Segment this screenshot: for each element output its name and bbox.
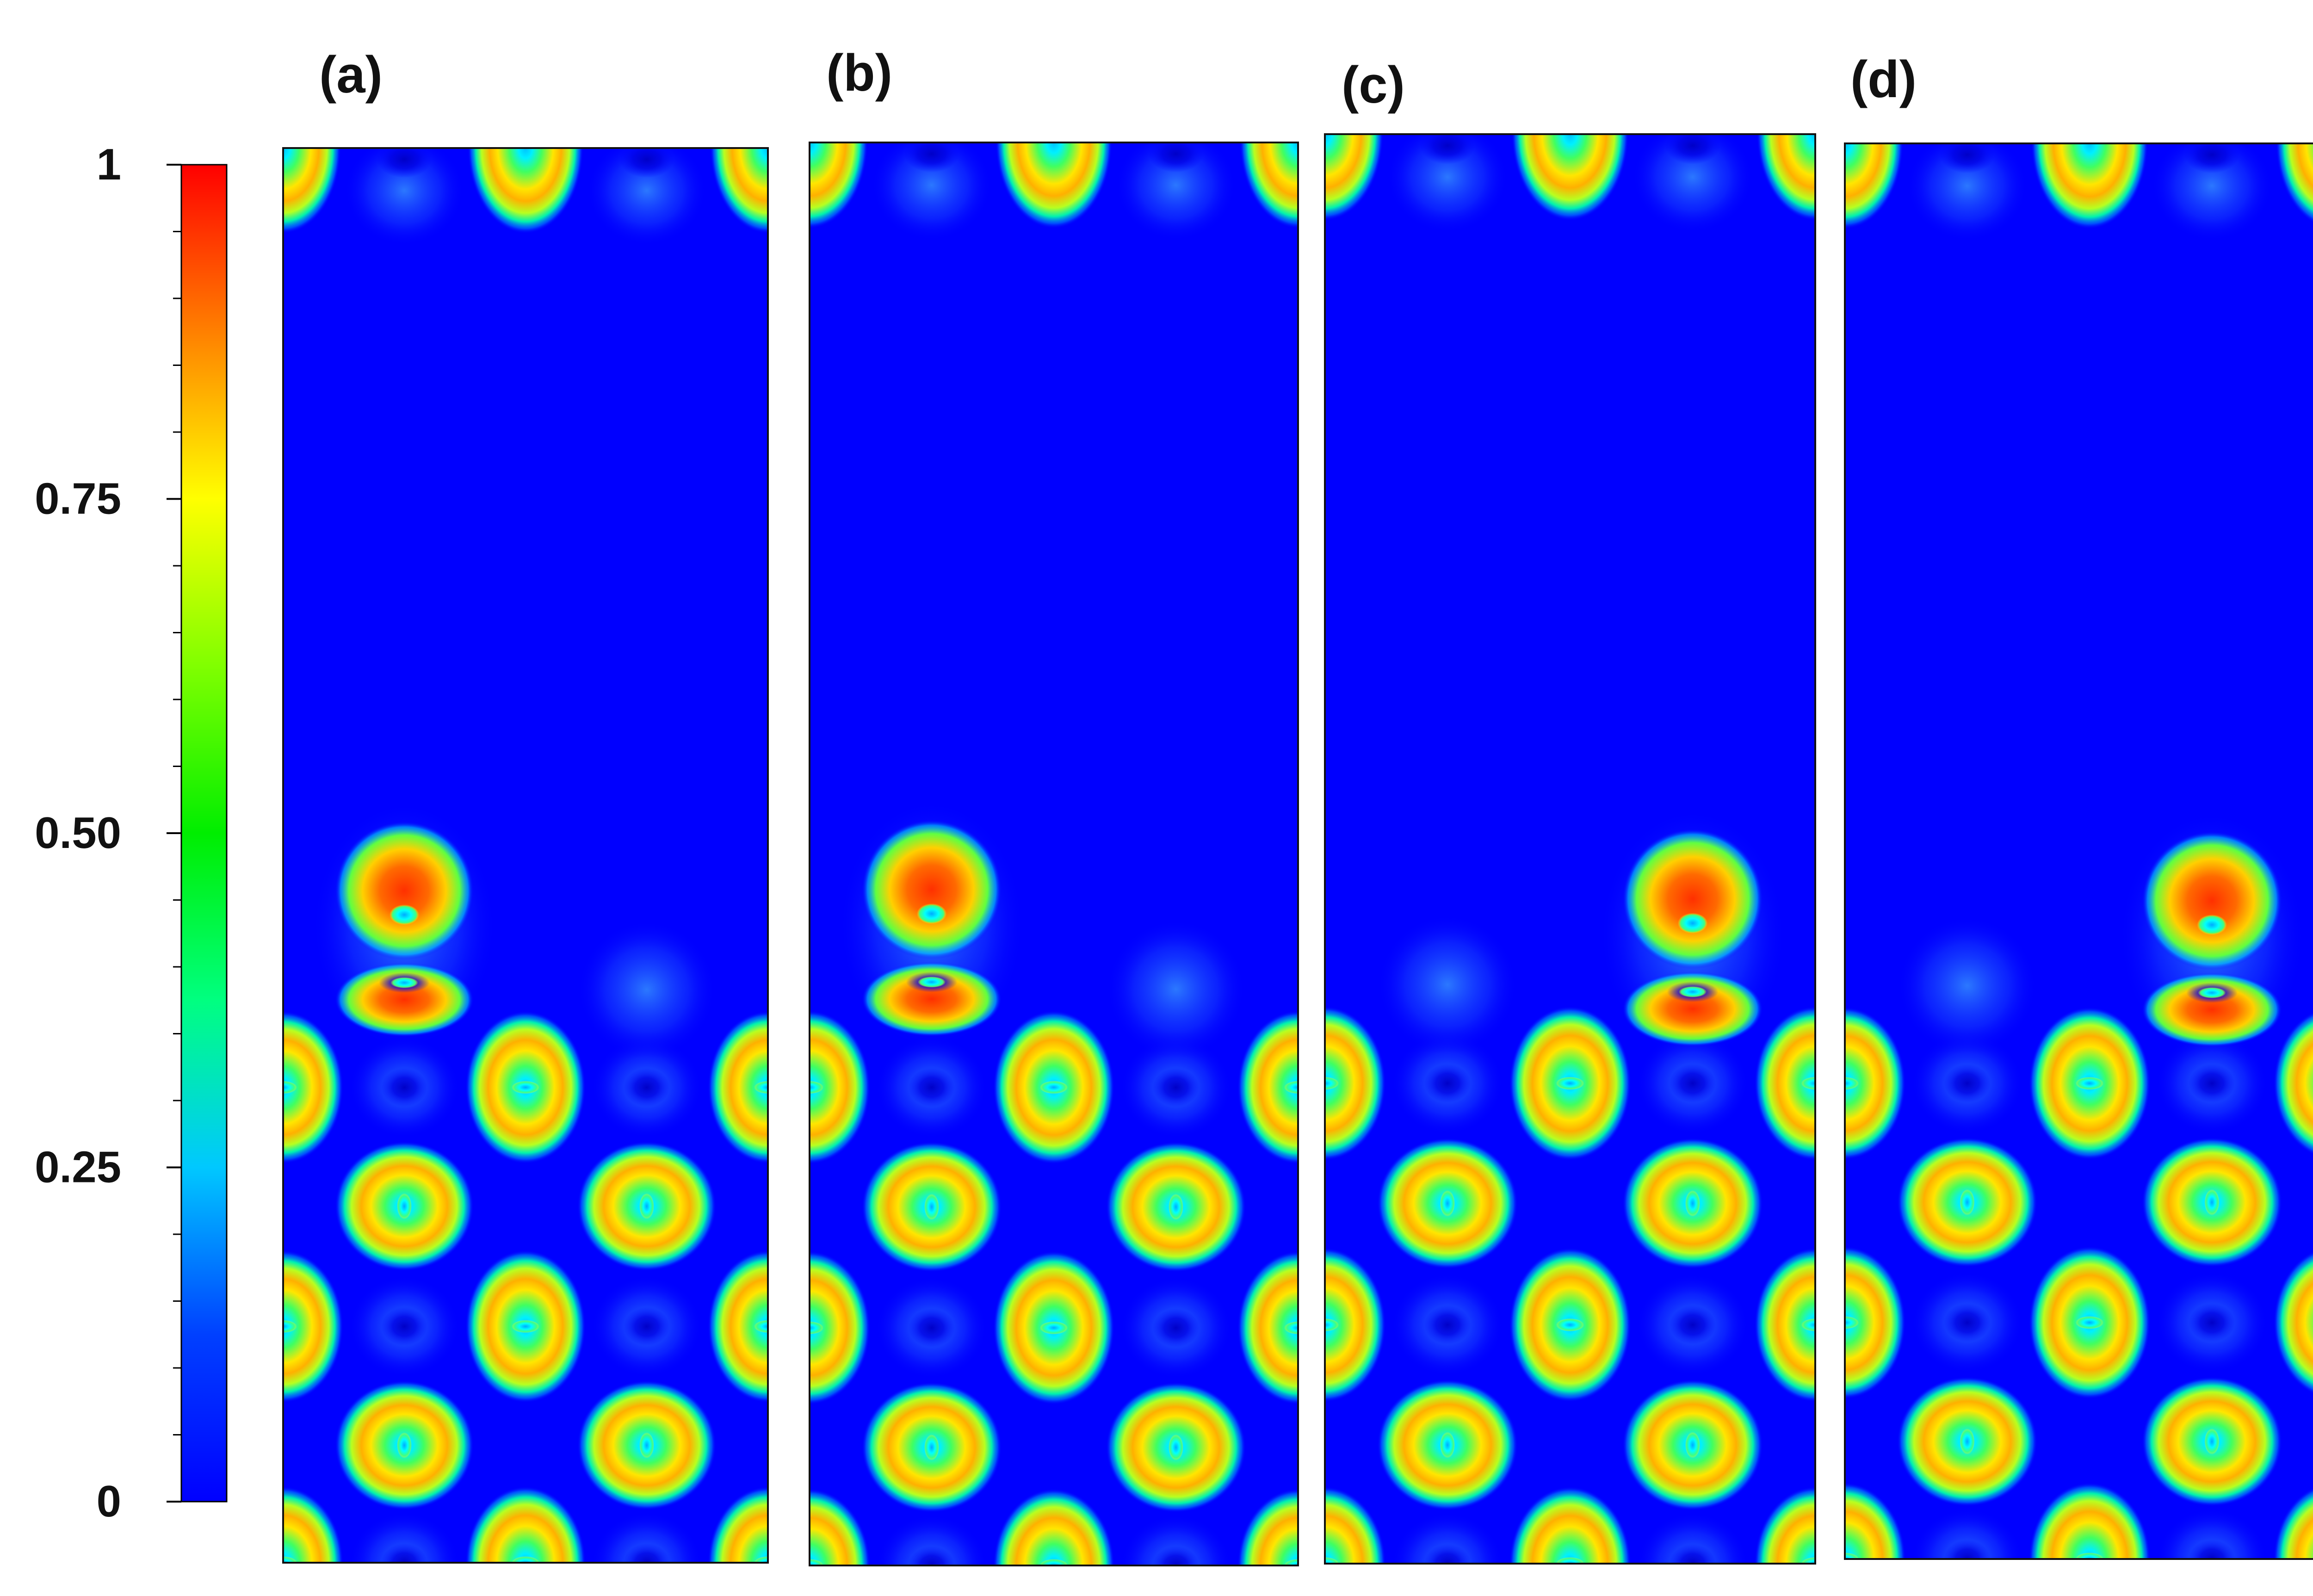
density-void: [624, 1068, 670, 1107]
density-core: [1679, 986, 1707, 997]
density-void: [1944, 1303, 1991, 1342]
colorbar-tick-label: 1: [97, 140, 121, 189]
density-core: [917, 903, 946, 924]
density-void: [1424, 1064, 1471, 1103]
density-core: [1678, 913, 1708, 933]
colorbar-tick-label: 0.50: [35, 808, 121, 858]
panel-label: (b): [826, 44, 892, 102]
density-core: [639, 1193, 654, 1219]
density-halo: [1106, 919, 1246, 1059]
density-core: [2076, 1316, 2104, 1329]
density-void: [904, 135, 960, 172]
density-core: [918, 977, 946, 988]
density-void: [1424, 1305, 1471, 1345]
density-core: [512, 1320, 539, 1333]
density-core: [512, 1081, 539, 1094]
density-core: [390, 904, 419, 925]
density-core: [2204, 1429, 2219, 1454]
density-core: [2198, 987, 2226, 998]
density-core: [1040, 1081, 1068, 1094]
density-void: [381, 1307, 427, 1346]
colorbar-tick-labels: 0 0.25 0.50 0.75 1: [35, 140, 121, 1526]
density-void: [2189, 1064, 2235, 1103]
colorbar-tick-label: 0: [97, 1477, 121, 1526]
heatmap-field: [223, 62, 828, 1596]
density-void: [2184, 136, 2240, 173]
panel-b: (b): [749, 44, 1359, 1596]
density-core: [1685, 1190, 1700, 1217]
panel-label: (c): [1342, 56, 1405, 114]
heatmap-field: [1264, 48, 1876, 1596]
density-void: [1669, 1305, 1716, 1345]
density-void: [1153, 1068, 1200, 1107]
density-void: [1419, 127, 1475, 164]
density-core: [1040, 1321, 1068, 1334]
density-core: [639, 1432, 654, 1458]
adatom-upper-lobe: [2142, 831, 2282, 970]
density-core: [1169, 1435, 1183, 1460]
panels: (a) (b) (c) (d): [223, 44, 2313, 1596]
density-void: [1944, 1064, 1991, 1103]
density-void: [2189, 1303, 2235, 1342]
density-core: [2076, 1077, 2104, 1090]
density-void: [909, 1308, 955, 1347]
density-core: [397, 1193, 412, 1219]
density-core: [2204, 1189, 2219, 1215]
panel-a: (a): [223, 46, 828, 1596]
density-core: [1440, 1190, 1455, 1217]
density-void: [624, 1307, 670, 1346]
density-halo: [1377, 915, 1517, 1055]
panel-label: (a): [319, 46, 383, 104]
density-void: [1153, 1308, 1200, 1347]
density-void: [1664, 127, 1720, 164]
colorbar-tick-label: 0.75: [35, 474, 121, 524]
density-halo: [577, 921, 716, 1059]
density-core: [1556, 1077, 1584, 1090]
panel-label: (d): [1850, 50, 1917, 108]
density-void: [619, 141, 674, 178]
density-core: [2197, 915, 2227, 935]
colorbar: 0 0.25 0.50 0.75 1: [35, 140, 227, 1526]
density-core: [390, 977, 418, 988]
panel-c: (c): [1264, 48, 1876, 1596]
density-void: [377, 141, 432, 178]
density-halo: [1897, 916, 2037, 1055]
colorbar-tick-label: 0.25: [35, 1143, 121, 1192]
density-core: [1685, 1432, 1700, 1458]
density-core: [924, 1435, 939, 1460]
adatom-upper-lobe: [1622, 829, 1763, 969]
density-core: [1169, 1194, 1183, 1220]
density-void: [1939, 136, 1995, 173]
density-void: [909, 1068, 955, 1107]
colorbar-ramp: [181, 165, 227, 1502]
density-void: [1669, 1064, 1716, 1103]
density-core: [1960, 1189, 1974, 1215]
density-core: [924, 1194, 939, 1220]
panel-d: (d): [1784, 50, 2313, 1596]
density-core: [397, 1432, 412, 1458]
density-void: [1148, 135, 1204, 172]
heatmap-field: [749, 56, 1359, 1596]
adatom-upper-lobe: [862, 820, 1002, 959]
density-core: [1440, 1432, 1455, 1458]
heatmap-field: [1784, 58, 2313, 1596]
density-core: [1556, 1318, 1584, 1331]
adatom-upper-lobe: [335, 821, 474, 960]
density-void: [381, 1068, 427, 1107]
density-core: [1960, 1429, 1974, 1454]
